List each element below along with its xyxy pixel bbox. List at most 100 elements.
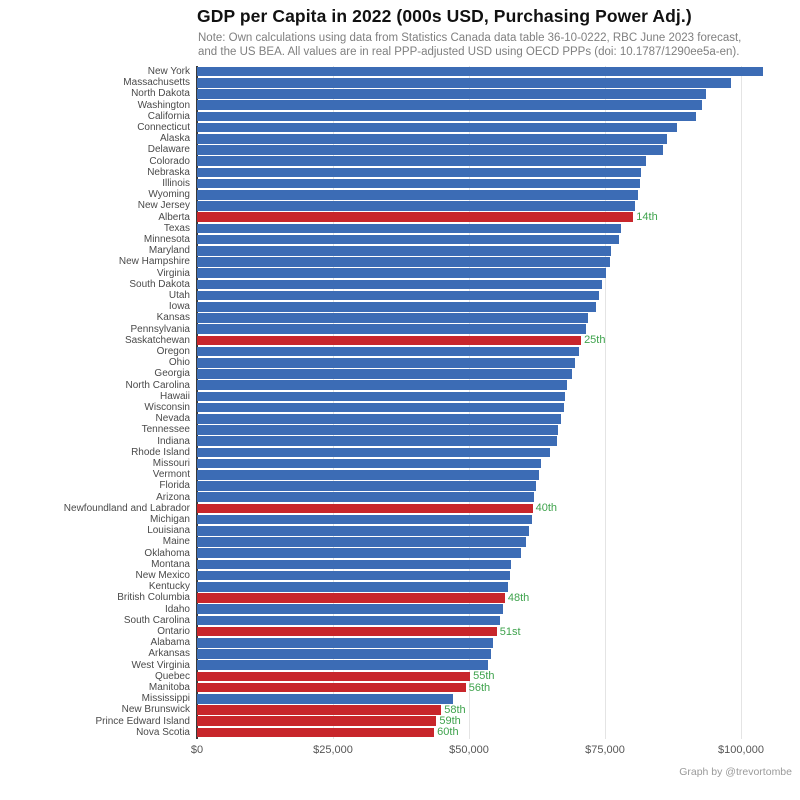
gridline: [605, 66, 606, 739]
bar-row: [197, 570, 792, 581]
bar-row: 56th: [197, 682, 792, 694]
bar-row: [197, 637, 792, 648]
bar-row: 58th: [197, 704, 792, 716]
category-label: Newfoundland and Labrador: [63, 502, 190, 514]
category-label: Manitoba: [148, 682, 190, 693]
canada-bar: [197, 682, 466, 693]
us-bar: [197, 469, 540, 480]
rank-label: 55th: [473, 670, 495, 683]
x-tick-label: $25,000: [313, 744, 353, 756]
bar-row: [197, 469, 792, 480]
bar-row: [197, 223, 792, 234]
category-label: New Jersey: [137, 200, 190, 212]
note-line-2: and the US BEA. All values are in real P…: [198, 46, 740, 58]
bar-row: [197, 268, 792, 279]
category-label: British Columbia: [117, 592, 190, 604]
bar-row: 14th: [197, 211, 792, 223]
us-bar: [197, 122, 677, 133]
bar-row: [197, 122, 792, 133]
bar-row: [197, 480, 792, 491]
category-label: Alabama: [150, 637, 190, 649]
us-bar: [197, 290, 600, 301]
category-label: Iowa: [168, 301, 190, 313]
bar-row: [197, 178, 792, 189]
us-bar: [197, 559, 511, 570]
category-label: North Dakota: [131, 88, 190, 100]
category-label: Tennessee: [141, 424, 190, 436]
bar-row: [197, 615, 792, 626]
category-label: Ohio: [168, 357, 190, 369]
bar-row: [197, 368, 792, 379]
bar-row: 59th: [197, 715, 792, 727]
bar-row: [197, 144, 792, 155]
bar-row: 25th: [197, 334, 792, 347]
us-bar: [197, 324, 586, 334]
canada-bar: [197, 212, 634, 222]
rank-label: 48th: [507, 591, 530, 604]
us-bar: [197, 145, 663, 155]
us-bar: [197, 66, 763, 77]
category-label: New York: [147, 66, 190, 77]
canada-bar: [197, 671, 471, 682]
bar-row: [197, 402, 792, 413]
bar-row: [197, 447, 792, 458]
category-label: Arizona: [156, 491, 190, 503]
us-bar: [197, 89, 707, 99]
us-bar: [197, 313, 589, 323]
bar-row: 40th: [197, 502, 792, 515]
bar-row: [197, 660, 792, 671]
plot-area: 14th 25th 40th 48th 51st 55th 56th 58th 59th 60th: [196, 66, 792, 739]
category-label: South Carolina: [123, 614, 190, 626]
category-label: Arkansas: [148, 648, 190, 660]
category-label: Alberta: [158, 211, 190, 223]
bar-row: 60th: [197, 726, 792, 739]
bar-row: [197, 346, 792, 357]
category-label: West Virginia: [131, 659, 190, 671]
us-bar: [197, 257, 610, 267]
rank-label: 60th: [437, 726, 459, 739]
bar-row: [197, 357, 792, 368]
bar-row: [197, 324, 792, 335]
category-label: Kansas: [156, 312, 190, 324]
us-bar: [197, 189, 638, 200]
us-bar: [197, 649, 491, 659]
x-tick-label: $75,000: [585, 744, 625, 756]
category-label: Kentucky: [148, 581, 190, 593]
us-bar: [197, 167, 642, 178]
canada-bar: [197, 716, 437, 726]
bar-row: [197, 604, 792, 615]
category-label: Illinois: [162, 178, 190, 189]
rank-label: 25th: [584, 334, 606, 347]
us-bar: [197, 369, 572, 379]
us-bar: [197, 637, 493, 648]
category-label: Minnesota: [143, 234, 190, 245]
category-label: Indiana: [157, 435, 190, 447]
bar-row: [197, 200, 792, 211]
category-label: Pennsylvania: [130, 323, 190, 335]
category-label: New Mexico: [135, 570, 190, 581]
canada-bar: [197, 626, 497, 637]
bar-row: 55th: [197, 670, 792, 683]
us-bar: [197, 357, 576, 368]
category-label: Missouri: [152, 458, 190, 469]
rank-label: 40th: [535, 502, 558, 515]
category-label: Washington: [137, 99, 190, 111]
category-label: New Hampshire: [118, 256, 190, 268]
us-bar: [197, 178, 640, 189]
gridline: [333, 66, 334, 739]
rank-label: 51st: [499, 625, 521, 638]
bar-row: [197, 581, 792, 592]
bar-row: [197, 88, 792, 99]
category-label: California: [147, 110, 190, 122]
y-axis-labels: New York Massachusetts North Dakota Washing…: [0, 66, 190, 739]
chart-note: Note: Own calculations using data from S…: [198, 31, 741, 59]
us-bar: [197, 492, 534, 502]
bar-row: [197, 189, 792, 200]
x-tick-label: $100,000: [718, 744, 764, 756]
bar-row: [197, 548, 792, 559]
us-bar: [197, 100, 702, 110]
category-label: Michigan: [149, 514, 190, 525]
category-label: Vermont: [152, 469, 190, 481]
bar-row: [197, 648, 792, 659]
category-label: Nova Scotia: [136, 726, 190, 738]
